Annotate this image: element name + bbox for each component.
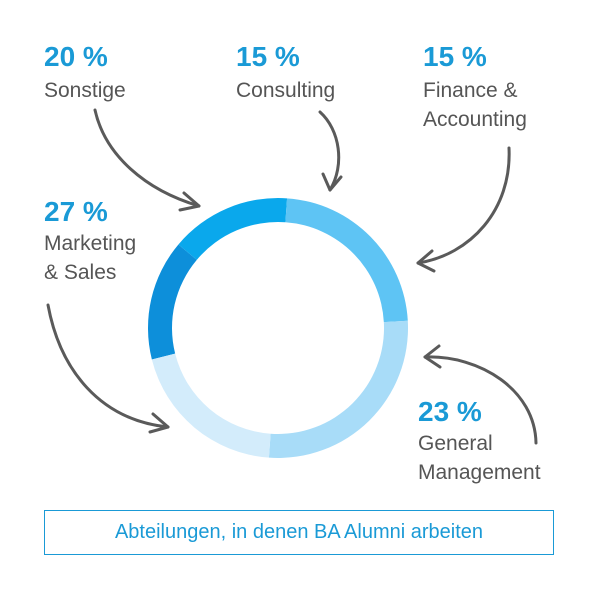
slice-value-sonstige: 20 % [44,41,108,72]
slice-value-consulting: 15 % [236,41,300,72]
slice-label-finance-accounting-line1: Finance & [423,79,518,102]
annotation-consulting: 15 % Consulting [236,41,335,102]
annotation-marketing-sales: 27 % Marketing & Sales [44,196,136,284]
slice-value-general-management: 23 % [418,396,482,427]
donut-slice-marketing-sales [268,320,408,459]
arrow-sonstige [93,108,201,212]
annotation-general-management: 23 % General Management [418,396,541,484]
slice-value-finance-accounting: 15 % [423,41,487,72]
arrow-consulting [318,110,343,192]
slice-label-marketing-sales-line2: & Sales [44,261,116,284]
slice-label-general-management-line1: General [418,432,493,455]
chart-caption: Abteilungen, in denen BA Alumni arbeiten [44,510,554,555]
slice-label-marketing-sales-line1: Marketing [44,232,136,255]
arrow-marketing-sales [46,303,170,434]
annotation-arrows [46,108,538,445]
slice-label-general-management-line2: Management [418,461,541,484]
donut-ring [147,198,408,459]
chart-caption-text: Abteilungen, in denen BA Alumni arbeiten [114,521,484,543]
arrow-general-management [423,344,538,445]
slice-value-marketing-sales: 27 % [44,196,108,227]
donut-slice-sonstige [151,353,271,458]
donut-slice-finance-accounting [178,198,288,260]
donut-slice-general-management [285,198,408,323]
donut-slice-consulting [147,244,197,360]
arrow-finance-accounting [416,146,511,273]
slice-label-sonstige: Sonstige [44,79,126,102]
annotation-finance-accounting: 15 % Finance & Accounting [423,41,527,131]
annotation-sonstige: 20 % Sonstige [44,41,126,102]
slice-label-consulting: Consulting [236,79,335,102]
slice-label-finance-accounting-line2: Accounting [423,108,527,131]
